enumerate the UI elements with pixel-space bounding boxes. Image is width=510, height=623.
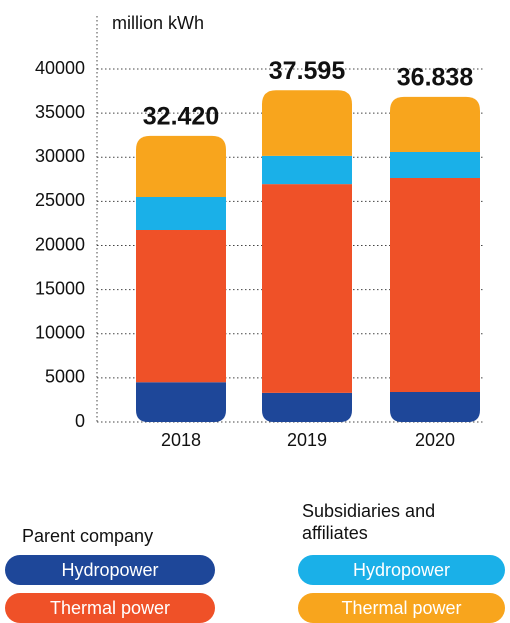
bar-segment (390, 151, 480, 178)
bar-segment (390, 391, 480, 422)
y-axis-label: million kWh (112, 13, 204, 33)
legend-item: Thermal power (5, 593, 215, 623)
y-tick-label: 5000 (45, 367, 85, 387)
chart: million kWh 0 5000 10000 15000 20000 25000 300… (35, 13, 485, 450)
y-tick-label: 10000 (35, 323, 85, 343)
x-tick-label: 2018 (161, 430, 201, 450)
y-tick-label: 40000 (35, 58, 85, 78)
bar-segment (390, 177, 480, 392)
y-tick-label: 30000 (35, 146, 85, 166)
x-tick-label: 2019 (287, 430, 327, 450)
y-tick-label: 20000 (35, 234, 85, 254)
bar-segment (136, 382, 226, 422)
bar-segment (262, 184, 352, 393)
y-tick-label: 15000 (35, 278, 85, 298)
legend-item: Thermal power (298, 593, 505, 623)
total-label: 36.838 (397, 64, 474, 92)
legend-group-title: Subsidiaries and affiliates (302, 501, 436, 543)
bar-segment (262, 392, 352, 422)
total-label: 32.420 (143, 103, 219, 131)
bar-segment (390, 96, 480, 152)
y-tick-label: 0 (75, 411, 85, 431)
bar-segment (262, 155, 352, 185)
bar-segment (136, 230, 226, 383)
bar-segment (136, 135, 226, 197)
y-tick-label: 35000 (35, 102, 85, 122)
legend-item: Hydropower (298, 555, 505, 585)
x-tick-label: 2020 (415, 430, 455, 450)
legend-item: Hydropower (5, 555, 215, 585)
bar-segment (136, 196, 226, 231)
total-label: 37.595 (269, 57, 346, 85)
y-tick-label: 25000 (35, 190, 85, 210)
bar-segment (262, 90, 352, 156)
legend-group-title: Parent company (22, 526, 154, 546)
